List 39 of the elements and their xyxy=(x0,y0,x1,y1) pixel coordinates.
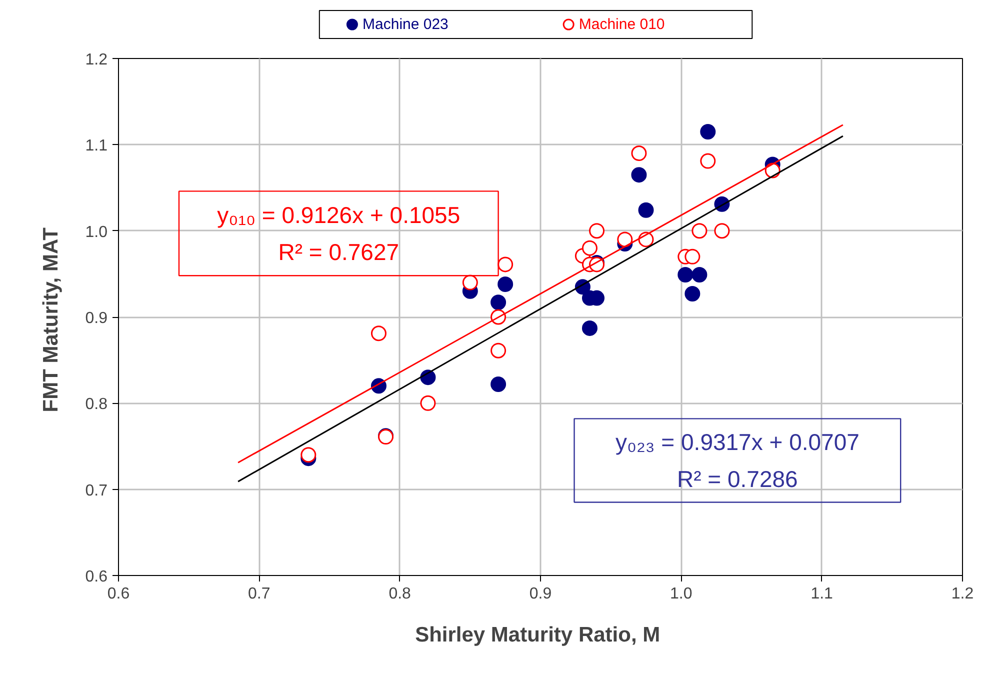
annotation: R² = 0.7286 xyxy=(677,466,798,492)
y-axis-title: FMT Maturity, MAT xyxy=(39,227,62,412)
legend-label: Machine 010 xyxy=(578,16,665,33)
point xyxy=(490,376,506,392)
point xyxy=(300,447,316,463)
point xyxy=(420,395,436,411)
x-tick-label: 1.0 xyxy=(670,586,692,602)
x-tick-label: 0.7 xyxy=(248,586,270,602)
annotation: R² = 0.7627 xyxy=(278,238,400,265)
y-tick-label: 0.8 xyxy=(85,396,108,414)
x-tick-label: 0.8 xyxy=(388,586,412,602)
y-tick-label: 0.9 xyxy=(85,310,108,327)
point xyxy=(700,124,716,140)
point xyxy=(638,202,654,218)
x-tick-label: 1.2 xyxy=(951,586,974,602)
y-tick-label: 0.6 xyxy=(85,568,108,586)
y-tick-label: 1.2 xyxy=(85,52,108,68)
y-tick-label: 1.0 xyxy=(85,224,108,241)
annotation: y₀₂₃ = 0.9317x + 0.0707 xyxy=(615,429,860,456)
point xyxy=(678,267,694,283)
legend-label: Machine 023 xyxy=(362,16,448,33)
point xyxy=(692,223,708,239)
x-tick-label: 0.9 xyxy=(529,586,552,602)
point xyxy=(498,276,514,292)
point xyxy=(714,223,730,239)
point xyxy=(631,167,647,183)
y-tick-label: 1.1 xyxy=(85,138,108,155)
x-axis-title: Shirley Maturity Ratio, M xyxy=(415,624,660,646)
point xyxy=(684,286,700,302)
point xyxy=(582,320,598,336)
point xyxy=(462,274,478,290)
point xyxy=(692,267,708,283)
x-tick-label: 0.6 xyxy=(107,586,130,602)
point xyxy=(589,223,605,239)
annotation: y₀₁₀ = 0.9126x + 0.1055 xyxy=(217,202,460,228)
point xyxy=(490,294,506,310)
x-tick-label: 1.1 xyxy=(810,586,834,602)
y-tick-label: 0.7 xyxy=(85,482,108,500)
point xyxy=(617,232,633,248)
